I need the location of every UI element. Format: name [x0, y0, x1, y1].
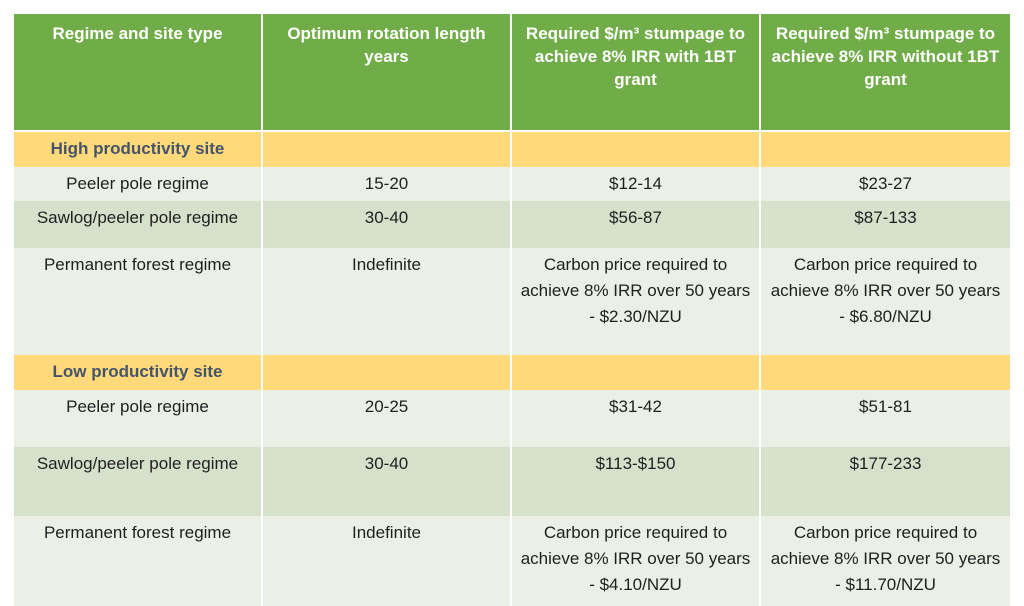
cell-rotation-length: 30-40 [261, 201, 511, 248]
section-row-high-productivity: High productivity site [14, 131, 1010, 167]
cell-stumpage-with-grant: $12-14 [510, 167, 760, 201]
column-header-regime-and-site-type: Regime and site type [14, 14, 262, 132]
cell-regime: Peeler pole regime [14, 390, 262, 447]
stumpage-table: Regime and site type Optimum rotation le… [14, 14, 1010, 606]
column-header-stumpage-with-1bt-grant: Required $/m³ stumpage to achieve 8% IRR… [510, 14, 760, 132]
cell-stumpage-with-grant: $113-$150 [510, 447, 760, 516]
header-row: Regime and site type Optimum rotation le… [14, 14, 1010, 132]
table-row-low-sawlog-peeler: Sawlog/peeler pole regime 30-40 $113-$15… [14, 447, 1010, 516]
section-label-high-productivity: High productivity site [14, 131, 262, 167]
table-row-low-peeler-pole: Peeler pole regime 20-25 $31-42 $51-81 [14, 390, 1010, 447]
cell-carbon-price-with-grant: Carbon price required to achieve 8% IRR … [510, 516, 760, 606]
cell-regime: Sawlog/peeler pole regime [14, 201, 262, 248]
cell-carbon-price-without-grant: Carbon price required to achieve 8% IRR … [759, 248, 1010, 355]
section-empty-cell [759, 131, 1010, 167]
cell-regime: Sawlog/peeler pole regime [14, 447, 262, 516]
cell-rotation-length: 15-20 [261, 167, 511, 201]
column-header-optimum-rotation-length: Optimum rotation length years [261, 14, 511, 132]
section-empty-cell [510, 131, 760, 167]
table-row-high-permanent-forest: Permanent forest regime Indefinite Carbo… [14, 248, 1010, 355]
cell-carbon-price-with-grant: Carbon price required to achieve 8% IRR … [510, 248, 760, 355]
section-empty-cell [510, 355, 760, 390]
cell-stumpage-with-grant: $56-87 [510, 201, 760, 248]
section-empty-cell [759, 355, 1010, 390]
cell-rotation-length: 30-40 [261, 447, 511, 516]
section-label-low-productivity: Low productivity site [14, 355, 262, 390]
cell-stumpage-with-grant: $31-42 [510, 390, 760, 447]
section-empty-cell [261, 355, 511, 390]
cell-regime: Permanent forest regime [14, 248, 262, 355]
cell-stumpage-without-grant: $87-133 [759, 201, 1010, 248]
section-empty-cell [261, 131, 511, 167]
column-header-stumpage-without-1bt-grant: Required $/m³ stumpage to achieve 8% IRR… [759, 14, 1010, 132]
cell-rotation-length: Indefinite [261, 248, 511, 355]
cell-stumpage-without-grant: $23-27 [759, 167, 1010, 201]
cell-carbon-price-without-grant: Carbon price required to achieve 8% IRR … [759, 516, 1010, 606]
table-row-high-peeler-pole: Peeler pole regime 15-20 $12-14 $23-27 [14, 167, 1010, 201]
cell-rotation-length: 20-25 [261, 390, 511, 447]
cell-stumpage-without-grant: $51-81 [759, 390, 1010, 447]
section-row-low-productivity: Low productivity site [14, 355, 1010, 390]
cell-regime: Permanent forest regime [14, 516, 262, 606]
table-row-low-permanent-forest: Permanent forest regime Indefinite Carbo… [14, 516, 1010, 606]
cell-stumpage-without-grant: $177-233 [759, 447, 1010, 516]
cell-rotation-length: Indefinite [261, 516, 511, 606]
cell-regime: Peeler pole regime [14, 167, 262, 201]
table-row-high-sawlog-peeler: Sawlog/peeler pole regime 30-40 $56-87 $… [14, 201, 1010, 248]
